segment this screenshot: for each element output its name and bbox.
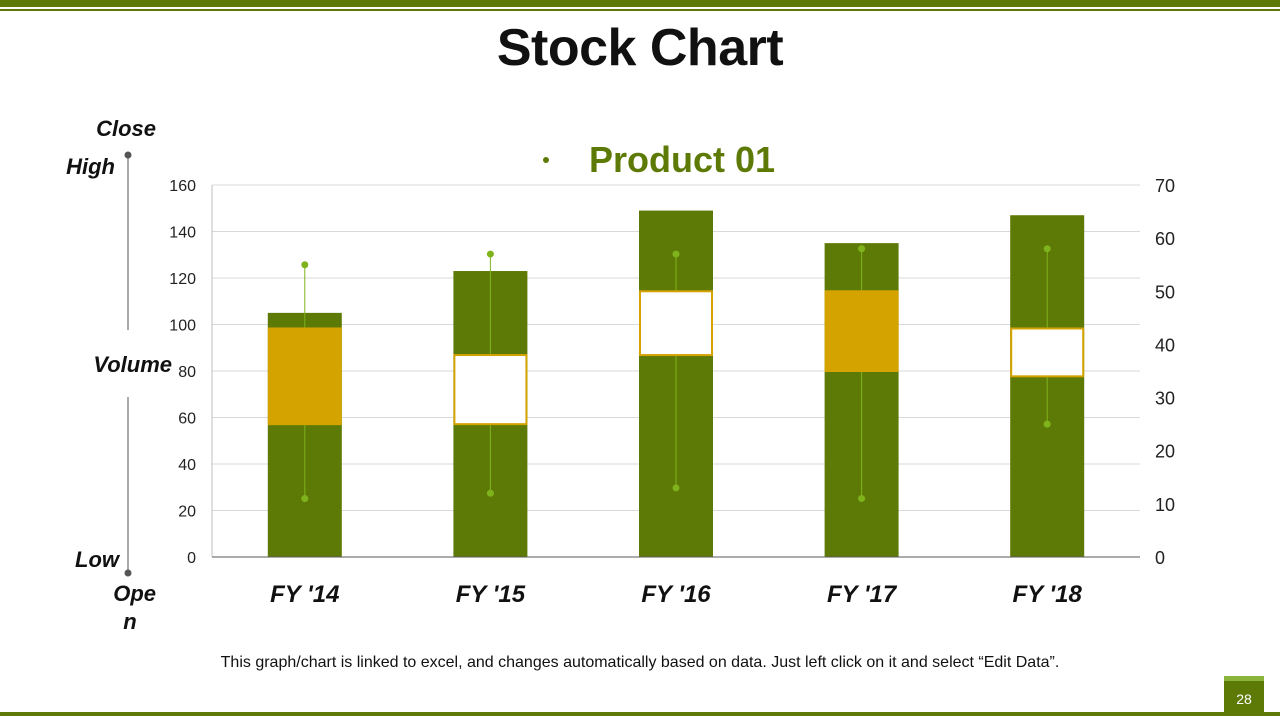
high-marker bbox=[301, 261, 309, 269]
y-left-tick-label: 120 bbox=[169, 271, 196, 288]
y-left-tick-label: 20 bbox=[178, 504, 196, 521]
high-marker bbox=[1043, 245, 1051, 253]
legend-product: Product 01 bbox=[589, 139, 775, 180]
page-number-badge: 28 bbox=[1224, 676, 1264, 716]
y-left-tick-label: 100 bbox=[169, 318, 196, 335]
side-legend-open-line1: Ope bbox=[113, 581, 156, 606]
low-marker bbox=[858, 495, 866, 503]
top-accent-band bbox=[0, 0, 1280, 7]
y-left-tick-label: 0 bbox=[187, 550, 196, 567]
y-right-tick-label: 50 bbox=[1155, 282, 1175, 302]
y-right-tick-label: 20 bbox=[1155, 442, 1175, 462]
x-category-label: FY '17 bbox=[827, 581, 898, 608]
high-low-whiskers bbox=[301, 245, 1051, 503]
side-legend-low: Low bbox=[75, 547, 121, 572]
y-right-tick-label: 0 bbox=[1155, 548, 1165, 568]
side-legend-top-dot-icon bbox=[124, 151, 132, 159]
side-legend-bottom-dot-icon bbox=[124, 569, 132, 577]
legend-bullet-icon bbox=[543, 157, 549, 163]
side-legend-close: Close bbox=[96, 116, 156, 141]
high-marker bbox=[672, 250, 680, 258]
x-category-label: FY '18 bbox=[1013, 581, 1083, 608]
y-left-tick-label: 160 bbox=[169, 178, 196, 195]
y-right-tick-label: 70 bbox=[1155, 176, 1175, 196]
open-close-boxes bbox=[267, 290, 1085, 426]
up-box bbox=[453, 354, 528, 426]
y-left-tick-label: 140 bbox=[169, 225, 196, 242]
x-category-label: FY '14 bbox=[270, 581, 339, 608]
page-number: 28 bbox=[1236, 691, 1252, 707]
slide-title: Stock Chart bbox=[496, 19, 784, 77]
y-right-tick-label: 60 bbox=[1155, 229, 1175, 249]
y-right-tick-label: 30 bbox=[1155, 389, 1175, 409]
footnote: This graph/chart is linked to excel, and… bbox=[220, 654, 1060, 671]
x-category-label: FY '15 bbox=[456, 581, 526, 608]
up-box bbox=[639, 290, 713, 357]
down-box bbox=[824, 290, 899, 372]
up-box bbox=[1010, 327, 1085, 378]
y-left-tick-label: 80 bbox=[178, 364, 196, 381]
y-left-tick-label: 40 bbox=[178, 457, 196, 474]
side-legend-volume: Volume bbox=[93, 352, 172, 377]
down-box bbox=[267, 327, 342, 426]
top-accent-line bbox=[0, 9, 1280, 11]
y-right-tick-label: 10 bbox=[1155, 495, 1175, 515]
stock-chart[interactable]: 0 20 40 60 80 100 120 140 160 0 10 20 30 40 50 60 70 FY '… bbox=[0, 0, 1280, 650]
side-legend-high: High bbox=[66, 154, 115, 179]
x-category-label: FY '16 bbox=[641, 581, 711, 608]
y-left-tick-label: 60 bbox=[178, 411, 196, 428]
y-right-tick-label: 40 bbox=[1155, 335, 1175, 355]
low-marker bbox=[301, 495, 309, 503]
axes: 0 20 40 60 80 100 120 140 160 0 10 20 30 40 50 60 70 FY '… bbox=[169, 176, 1175, 608]
low-marker bbox=[1043, 420, 1051, 428]
low-marker bbox=[486, 489, 494, 497]
high-marker bbox=[486, 250, 494, 258]
high-marker bbox=[858, 245, 866, 253]
bottom-accent-band bbox=[0, 712, 1280, 716]
side-legend-open-line2: n bbox=[123, 609, 136, 634]
low-marker bbox=[672, 484, 680, 492]
